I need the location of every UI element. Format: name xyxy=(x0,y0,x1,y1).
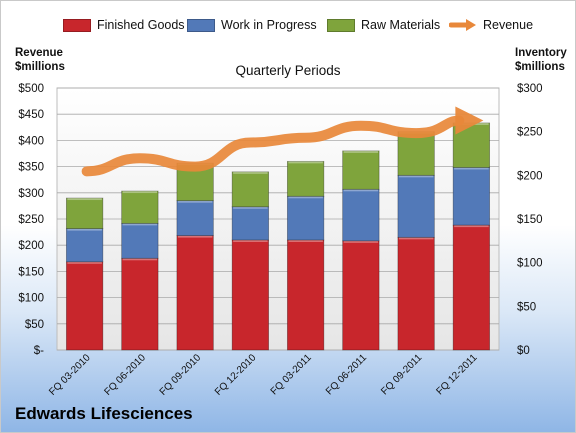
left-tick-label: $500 xyxy=(18,83,44,95)
x-tick-label: FQ 09-2011 xyxy=(379,352,424,397)
legend-item-work-in-progress: Work in Progress xyxy=(187,15,317,35)
left-tick-label: $50 xyxy=(25,319,44,331)
x-tick-label: FQ 03-2011 xyxy=(269,352,314,397)
work-in-progress-bar-highlight xyxy=(177,200,213,203)
work-in-progress-bar xyxy=(231,206,270,241)
work-in-progress-bar-highlight xyxy=(454,167,489,170)
work-in-progress-bar xyxy=(397,174,435,238)
x-tick-label: FQ 12-2010 xyxy=(213,352,259,398)
right-axis-title: Inventory $millions xyxy=(515,46,567,74)
left-axis-title-line1: Revenue xyxy=(15,47,63,59)
finished-goods-bar xyxy=(342,240,380,351)
finished-goods-bar-highlight xyxy=(398,237,434,240)
right-tick-label: $100 xyxy=(517,258,543,270)
left-tick-label: $100 xyxy=(18,293,44,305)
finished-goods-bar-highlight xyxy=(122,258,158,261)
right-axis-title-line1: Inventory xyxy=(515,47,567,59)
finished-goods-bar-highlight xyxy=(288,239,323,242)
legend-item-finished-goods: Finished Goods xyxy=(63,15,185,35)
raw-materials-bar-highlight xyxy=(343,150,379,153)
work-in-progress-bar-highlight xyxy=(288,196,323,199)
work-in-progress-bar xyxy=(452,167,491,226)
raw-materials-bar xyxy=(397,131,435,176)
work-in-progress-bar-highlight xyxy=(343,189,379,192)
finished-goods-bar-highlight xyxy=(343,240,379,243)
finished-goods-bar xyxy=(231,239,270,351)
x-axis-ticks: FQ 03-2010 FQ 06-2010 FQ 09-2010 FQ 12-2010… xyxy=(47,352,480,398)
right-tick-label: $200 xyxy=(517,170,543,182)
left-tick-label: $450 xyxy=(18,109,44,121)
work-in-progress-bar xyxy=(176,200,214,236)
finished-goods-bar-highlight xyxy=(454,225,489,228)
left-tick-label: $- xyxy=(34,345,44,357)
raw-materials-bar-highlight xyxy=(122,191,158,194)
work-in-progress-bar-highlight xyxy=(122,223,158,226)
raw-materials-bar xyxy=(65,197,104,230)
legend-label: Finished Goods xyxy=(97,18,185,32)
finished-goods-bar xyxy=(286,239,325,351)
finished-goods-bar xyxy=(176,235,214,351)
left-tick-label: $250 xyxy=(18,214,44,226)
right-tick-label: $50 xyxy=(517,301,536,313)
right-axis-ticks: $0 $50 $100 $150 $200 $250 $300 xyxy=(517,83,543,357)
work-in-progress-bar xyxy=(121,222,159,259)
x-tick-label: FQ 12-2011 xyxy=(435,352,480,397)
revenue-line-path xyxy=(81,115,465,177)
revenue-arrowhead xyxy=(455,106,484,135)
x-tick-label: FQ 06-2010 xyxy=(102,352,148,398)
right-tick-label: $0 xyxy=(517,345,530,357)
left-tick-label: $150 xyxy=(18,266,44,278)
legend-label: Work in Progress xyxy=(221,18,317,32)
work-in-progress-bar xyxy=(286,195,325,241)
left-tick-label: $400 xyxy=(18,135,44,147)
right-axis-title-line2: $millions xyxy=(515,61,565,73)
work-in-progress-swatch xyxy=(187,18,215,32)
raw-materials-bar-highlight xyxy=(67,198,102,201)
work-in-progress-bar xyxy=(342,188,380,242)
work-in-progress-bar-highlight xyxy=(233,206,268,209)
company-name: Edwards Lifesciences xyxy=(15,404,193,423)
finished-goods-bar xyxy=(65,261,104,351)
revenue-swatch xyxy=(449,19,476,31)
legend-label: Raw Materials xyxy=(361,18,441,32)
raw-materials-bar xyxy=(121,190,159,224)
finished-goods-bar-highlight xyxy=(233,239,268,242)
raw-materials-bar-highlight xyxy=(288,161,323,164)
finished-goods-bar xyxy=(397,236,435,351)
right-tick-label: $150 xyxy=(517,214,543,226)
left-tick-label: $350 xyxy=(18,162,44,174)
work-in-progress-bar-highlight xyxy=(398,175,434,178)
bars xyxy=(65,122,491,351)
left-axis-title: Revenue $millions xyxy=(15,46,65,74)
raw-materials-bar-highlight xyxy=(233,171,268,174)
right-tick-label: $300 xyxy=(517,83,543,95)
raw-materials-bar xyxy=(342,150,380,190)
finished-goods-bar xyxy=(452,224,491,351)
finished-goods-swatch xyxy=(63,18,91,32)
raw-materials-bar xyxy=(231,171,270,208)
x-tick-label: FQ 09-2010 xyxy=(158,352,204,398)
finished-goods-bar xyxy=(121,257,159,351)
x-tick-label: FQ 06-2011 xyxy=(324,352,369,397)
left-axis-ticks: $- $50 $100 $150 $200 $250 $300 $350 $400 $450 $50… xyxy=(18,83,44,357)
chart-subtitle: Quarterly Periods xyxy=(235,63,341,78)
finished-goods-bar-highlight xyxy=(67,261,102,264)
left-axis-title-line2: $millions xyxy=(15,61,65,73)
legend-item-raw-materials: Raw Materials xyxy=(327,15,440,35)
raw-materials-bar xyxy=(286,160,325,197)
left-tick-label: $300 xyxy=(18,188,44,200)
work-in-progress-bar xyxy=(65,228,104,263)
left-tick-label: $200 xyxy=(18,240,44,252)
raw-materials-swatch xyxy=(327,18,355,32)
legend-item-revenue: Revenue xyxy=(449,15,533,35)
revenue-line xyxy=(81,106,484,177)
work-in-progress-bar-highlight xyxy=(67,228,102,231)
legend-label: Revenue xyxy=(483,18,534,32)
finished-goods-bar-highlight xyxy=(177,235,213,238)
right-tick-label: $250 xyxy=(517,127,543,139)
legend: Finished Goods Work in Progress Raw Mate… xyxy=(1,15,575,35)
x-tick-label: FQ 03-2010 xyxy=(47,352,93,398)
